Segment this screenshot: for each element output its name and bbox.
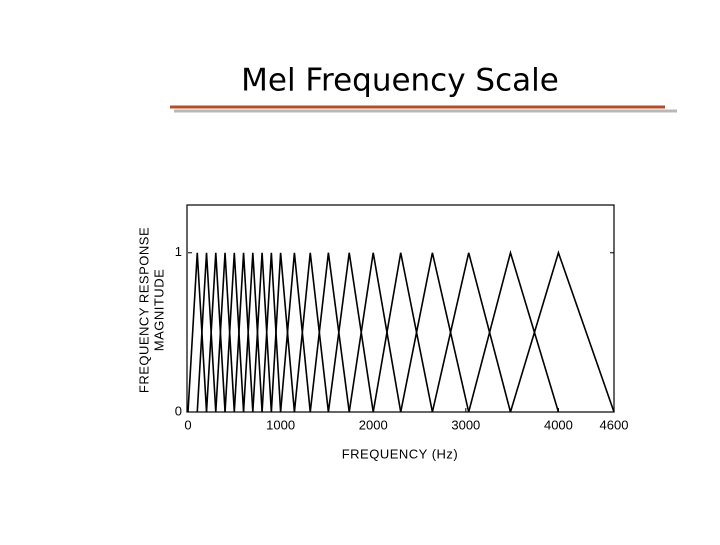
x-tick-label: 4600 bbox=[600, 417, 629, 432]
filter-line bbox=[252, 252, 273, 413]
x-tick-label: 2000 bbox=[359, 417, 388, 432]
filter-line bbox=[242, 252, 263, 413]
filter-line bbox=[509, 250, 615, 413]
x-axis-label: FREQUENCY (Hz) bbox=[342, 446, 459, 461]
y-tick-label: 0 bbox=[175, 403, 182, 418]
filter-line bbox=[348, 252, 402, 413]
filter-line bbox=[279, 252, 312, 413]
x-tick-label: 3000 bbox=[451, 417, 480, 432]
filter-line bbox=[224, 252, 245, 413]
x-tick-label: 0 bbox=[184, 417, 191, 432]
y-axis-label: FREQUENCY RESPONSE bbox=[136, 227, 151, 393]
filter-line bbox=[214, 252, 236, 413]
x-tick-label: 4000 bbox=[544, 417, 573, 432]
filter-line bbox=[399, 252, 470, 413]
filter-line bbox=[467, 249, 560, 413]
filter-line bbox=[196, 252, 217, 413]
filter-line bbox=[233, 252, 254, 413]
slide-title: Mel Frequency Scale bbox=[241, 63, 559, 99]
filter-line bbox=[309, 252, 351, 413]
filter-line bbox=[270, 252, 296, 413]
x-tick-label: 1000 bbox=[266, 417, 295, 432]
filter-line bbox=[261, 252, 282, 413]
filter-line bbox=[293, 252, 330, 413]
filter-line bbox=[187, 252, 208, 413]
filter-line bbox=[372, 252, 434, 413]
filter-line bbox=[327, 252, 375, 413]
filter-line bbox=[205, 252, 226, 413]
y-axis-label: MAGNITUDE bbox=[151, 269, 166, 352]
y-tick-label: 1 bbox=[175, 244, 182, 259]
filter-line bbox=[431, 252, 512, 413]
